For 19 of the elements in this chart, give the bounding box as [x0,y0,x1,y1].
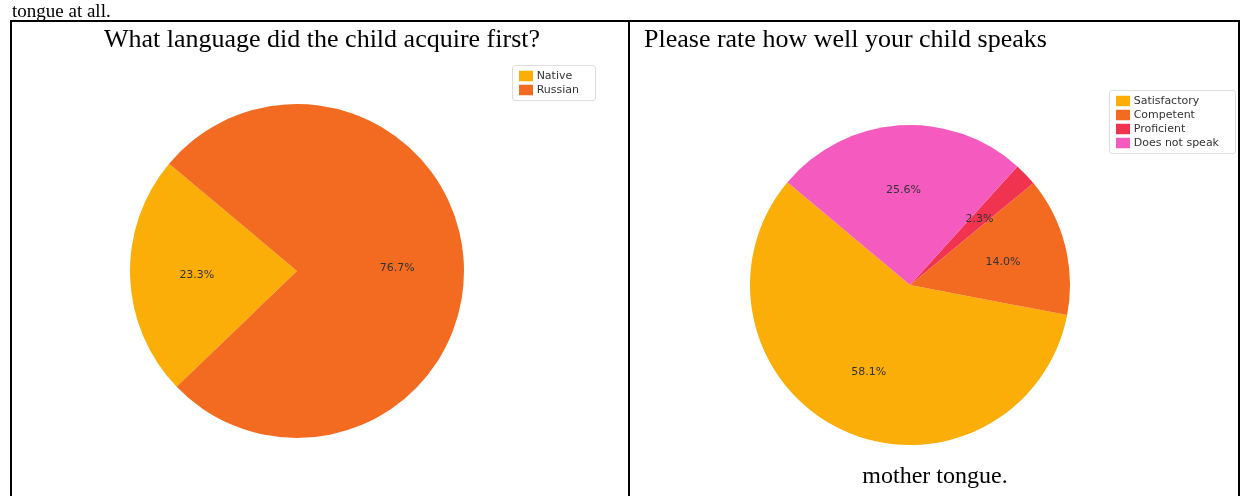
data-label: 25.6% [885,182,921,196]
pie-slice [787,125,1018,285]
text: tongue at all. [12,0,112,21]
pie-slice [130,163,297,387]
legend-label: Proficient [1133,122,1186,135]
pie-slice [169,104,464,438]
legend-label: Satisfactory [1133,94,1200,107]
legend-label: Native [536,69,573,82]
chart-title: What language did the child acquire first? [102,24,541,54]
data-label: 14.0% [985,254,1021,268]
data-label: 76.7% [379,261,415,275]
chart-title: Please rate how well your child speaks [644,24,1048,54]
data-label: 23.3% [179,267,215,281]
data-label: 58.1% [851,365,887,379]
legend-label: Does not speak [1133,136,1219,149]
pie-slice [750,182,1068,445]
legend-label: Competent [1133,108,1195,121]
text: mother tongue. [861,462,1009,488]
legend-label: Russian [536,83,579,96]
